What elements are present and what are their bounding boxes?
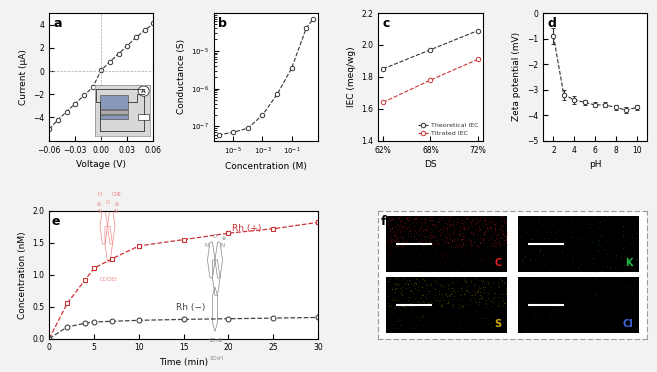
Y-axis label: Conductance (S): Conductance (S) (177, 39, 185, 115)
Y-axis label: Current (μA): Current (μA) (18, 49, 28, 105)
Text: N: N (114, 209, 118, 214)
Text: e: e (52, 215, 60, 228)
Text: O: O (213, 234, 217, 239)
Line: Titrated IEC: Titrated IEC (381, 57, 480, 105)
Text: ⊕: ⊕ (97, 202, 101, 207)
X-axis label: DS: DS (424, 160, 437, 169)
Text: H: H (97, 192, 102, 196)
X-axis label: Concentration (M): Concentration (M) (225, 163, 307, 171)
Text: Rh (−): Rh (−) (175, 304, 205, 312)
Text: ⊕: ⊕ (221, 236, 226, 241)
Text: Rh (+): Rh (+) (232, 224, 261, 233)
Y-axis label: IEC (meq/wg): IEC (meq/wg) (347, 46, 356, 107)
Text: c: c (382, 17, 390, 30)
Text: N: N (205, 243, 209, 248)
Y-axis label: Concentration (nM): Concentration (nM) (18, 231, 27, 318)
Legend: Theoretical IEC, Titrated IEC: Theoretical IEC, Titrated IEC (417, 121, 480, 138)
Text: a: a (53, 17, 62, 30)
Text: ⊕: ⊕ (114, 202, 118, 207)
Text: SO₃⊕: SO₃⊕ (209, 338, 223, 343)
X-axis label: Time (min): Time (min) (159, 358, 208, 367)
Text: O: O (105, 201, 110, 205)
Text: Cl⊕: Cl⊕ (112, 192, 122, 196)
Titrated IEC (474, 57, 482, 61)
X-axis label: pH: pH (589, 160, 601, 169)
Text: COOEt: COOEt (100, 277, 118, 282)
Line: Theoretical IEC: Theoretical IEC (381, 28, 480, 71)
Y-axis label: Zeta potential (mV): Zeta potential (mV) (512, 32, 521, 121)
Text: SO₃H: SO₃H (209, 356, 223, 361)
Text: d: d (547, 17, 556, 30)
Theoretical IEC (379, 67, 387, 71)
Theoretical IEC (426, 48, 434, 52)
Text: N: N (221, 243, 225, 248)
Text: f: f (381, 215, 386, 228)
Text: N: N (97, 209, 102, 214)
X-axis label: Voltage (V): Voltage (V) (76, 160, 126, 169)
Theoretical IEC (474, 28, 482, 33)
Titrated IEC (379, 100, 387, 105)
Text: b: b (218, 17, 227, 30)
Titrated IEC (426, 78, 434, 82)
